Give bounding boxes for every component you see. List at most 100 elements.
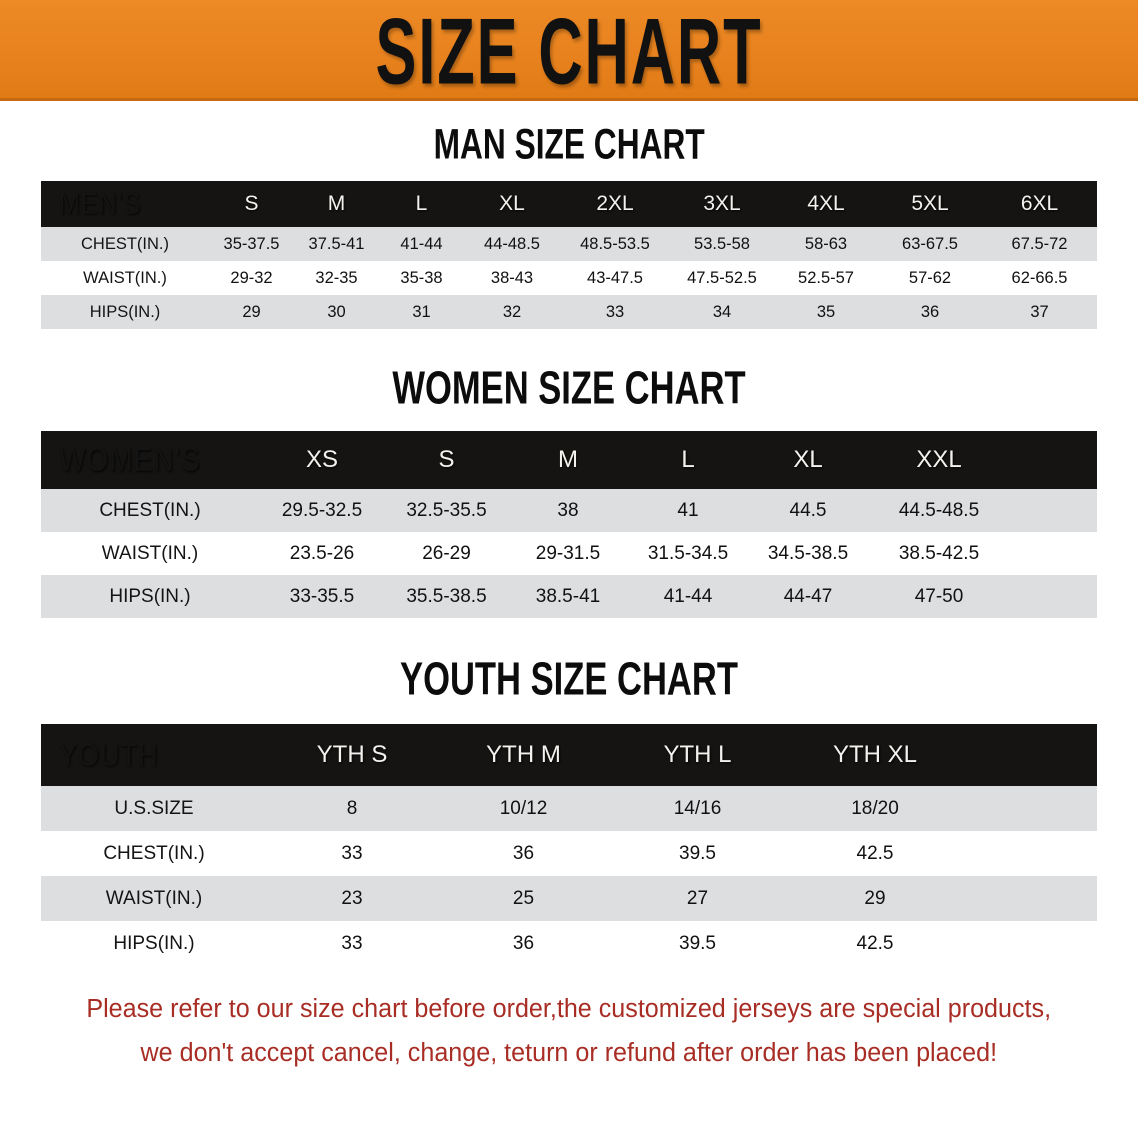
page-banner: SIZE CHART	[0, 0, 1138, 101]
man-cell: 43-47.5	[560, 261, 670, 295]
man-cell: 35-38	[379, 261, 464, 295]
man-cell: 63-67.5	[878, 227, 982, 261]
man-cell: 37	[982, 295, 1097, 329]
youth-section-title-text: YOUTH SIZE CHART	[400, 651, 738, 705]
man-cell: 29-32	[209, 261, 294, 295]
youth-size-table: YOUTH YTH S YTH M YTH L YTH XL U.S.SIZE …	[41, 724, 1097, 966]
table-row: U.S.SIZE 8 10/12 14/16 18/20	[41, 786, 1097, 831]
table-row: CHEST(IN.) 29.5-32.5 32.5-35.5 38 41 44.…	[41, 489, 1097, 532]
women-header-spacer	[1010, 431, 1097, 489]
youth-cell: 39.5	[610, 831, 785, 876]
youth-cell: 25	[437, 876, 610, 921]
women-col-header: XS	[259, 431, 385, 489]
youth-cell: 14/16	[610, 786, 785, 831]
women-cell: 44-47	[748, 575, 868, 618]
man-cell: 32-35	[294, 261, 379, 295]
youth-cell: 42.5	[785, 921, 965, 966]
table-row: HIPS(IN.) 33 36 39.5 42.5	[41, 921, 1097, 966]
man-size-table-wrapper: MEN'S S M L XL 2XL 3XL 4XL 5XL 6XL CHEST…	[41, 181, 1097, 329]
youth-row-label: WAIST(IN.)	[41, 876, 267, 921]
women-cell: 29.5-32.5	[259, 489, 385, 532]
man-cell: 31	[379, 295, 464, 329]
women-row-label: HIPS(IN.)	[41, 575, 259, 618]
man-cell: 37.5-41	[294, 227, 379, 261]
man-col-header: 5XL	[878, 181, 982, 227]
women-cell: 35.5-38.5	[385, 575, 508, 618]
women-cell: 29-31.5	[508, 532, 628, 575]
man-header-label: MEN'S	[41, 181, 209, 227]
man-cell: 53.5-58	[670, 227, 774, 261]
women-size-table-wrapper: WOMEN'S XS S M L XL XXL CHEST(IN.) 29.5-…	[41, 431, 1097, 618]
man-col-header: 6XL	[982, 181, 1097, 227]
man-cell: 38-43	[464, 261, 560, 295]
women-section-title: WOMEN SIZE CHART	[0, 361, 1138, 414]
women-cell: 31.5-34.5	[628, 532, 748, 575]
table-row: WAIST(IN.) 29-32 32-35 35-38 38-43 43-47…	[41, 261, 1097, 295]
youth-cell: 39.5	[610, 921, 785, 966]
youth-cell: 33	[267, 921, 437, 966]
man-col-header: 2XL	[560, 181, 670, 227]
women-cell-spacer	[1010, 532, 1097, 575]
man-col-header: L	[379, 181, 464, 227]
man-cell: 36	[878, 295, 982, 329]
man-col-header: 3XL	[670, 181, 774, 227]
man-section-title-text: MAN SIZE CHART	[433, 119, 705, 168]
women-row-label: WAIST(IN.)	[41, 532, 259, 575]
women-cell: 38.5-41	[508, 575, 628, 618]
table-row: CHEST(IN.) 35-37.5 37.5-41 41-44 44-48.5…	[41, 227, 1097, 261]
youth-cell: 29	[785, 876, 965, 921]
order-policy-disclaimer: Please refer to our size chart before or…	[34, 988, 1104, 1076]
women-section-title-text: WOMEN SIZE CHART	[392, 360, 746, 414]
youth-size-table-wrapper: YOUTH YTH S YTH M YTH L YTH XL U.S.SIZE …	[41, 724, 1097, 966]
man-col-header: 4XL	[774, 181, 878, 227]
page-title: SIZE CHART	[375, 0, 763, 104]
women-col-header: L	[628, 431, 748, 489]
man-cell: 62-66.5	[982, 261, 1097, 295]
youth-cell: 23	[267, 876, 437, 921]
man-row-label: HIPS(IN.)	[41, 295, 209, 329]
man-cell: 29	[209, 295, 294, 329]
youth-cell-spacer	[965, 831, 1097, 876]
table-row: CHEST(IN.) 33 36 39.5 42.5	[41, 831, 1097, 876]
man-table-header-row: MEN'S S M L XL 2XL 3XL 4XL 5XL 6XL	[41, 181, 1097, 227]
women-cell: 38	[508, 489, 628, 532]
man-cell: 35	[774, 295, 878, 329]
table-row: WAIST(IN.) 23 25 27 29	[41, 876, 1097, 921]
youth-cell: 8	[267, 786, 437, 831]
youth-row-label: HIPS(IN.)	[41, 921, 267, 966]
youth-cell-spacer	[965, 786, 1097, 831]
table-row: WAIST(IN.) 23.5-26 26-29 29-31.5 31.5-34…	[41, 532, 1097, 575]
youth-cell-spacer	[965, 876, 1097, 921]
man-col-header: S	[209, 181, 294, 227]
man-cell: 33	[560, 295, 670, 329]
women-cell: 34.5-38.5	[748, 532, 868, 575]
women-cell: 26-29	[385, 532, 508, 575]
women-cell: 44.5-48.5	[868, 489, 1010, 532]
women-cell: 32.5-35.5	[385, 489, 508, 532]
youth-cell: 36	[437, 921, 610, 966]
women-cell-spacer	[1010, 489, 1097, 532]
table-row: HIPS(IN.) 33-35.5 35.5-38.5 38.5-41 41-4…	[41, 575, 1097, 618]
youth-cell: 27	[610, 876, 785, 921]
women-col-header: S	[385, 431, 508, 489]
man-section-title: MAN SIZE CHART	[0, 119, 1138, 167]
women-cell: 47-50	[868, 575, 1010, 618]
women-cell: 38.5-42.5	[868, 532, 1010, 575]
youth-table-header-row: YOUTH YTH S YTH M YTH L YTH XL	[41, 724, 1097, 786]
youth-row-label: CHEST(IN.)	[41, 831, 267, 876]
man-cell: 52.5-57	[774, 261, 878, 295]
youth-cell: 33	[267, 831, 437, 876]
youth-cell: 36	[437, 831, 610, 876]
youth-cell: 18/20	[785, 786, 965, 831]
women-cell: 41-44	[628, 575, 748, 618]
man-row-label: WAIST(IN.)	[41, 261, 209, 295]
man-cell: 35-37.5	[209, 227, 294, 261]
man-col-header: XL	[464, 181, 560, 227]
youth-cell-spacer	[965, 921, 1097, 966]
women-cell: 23.5-26	[259, 532, 385, 575]
youth-col-header: YTH L	[610, 724, 785, 786]
youth-row-label: U.S.SIZE	[41, 786, 267, 831]
women-header-label: WOMEN'S	[41, 431, 259, 489]
man-cell: 30	[294, 295, 379, 329]
youth-col-header: YTH XL	[785, 724, 965, 786]
